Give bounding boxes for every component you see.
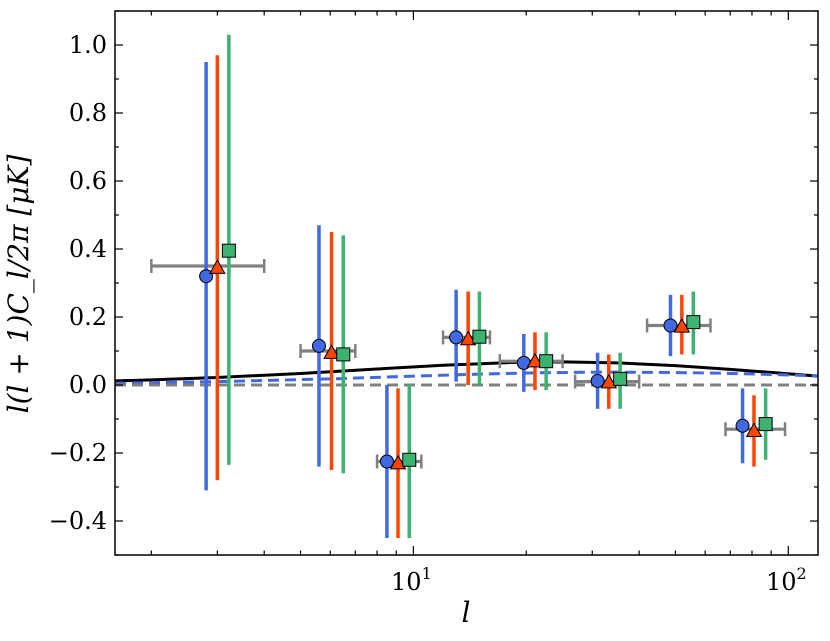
square-point-4	[472, 329, 487, 344]
model-curve-2	[114, 370, 819, 385]
triangle-point-8	[745, 422, 763, 438]
circle-point-5	[516, 355, 531, 370]
circle-point-1	[199, 269, 214, 284]
ytick-label-1: 0.8	[69, 99, 107, 127]
x-tick-labels: 101 102	[391, 564, 807, 596]
bin-width-bars	[150, 259, 787, 469]
square-point-8	[758, 417, 773, 432]
square-point-3	[402, 452, 417, 467]
triangle-point-5	[526, 352, 544, 368]
circle-point-3	[379, 454, 394, 469]
triangle-point-3	[389, 454, 407, 470]
plot-frame	[114, 10, 819, 556]
data-markers	[199, 243, 773, 470]
triangle-point-7	[673, 318, 691, 333]
xtick-label-0: 101	[391, 564, 432, 596]
y-tick-labels: 1.0 0.8 0.6 0.4 0.2 0.0 −0.2 −0.4	[49, 31, 107, 535]
square-point-7	[686, 315, 701, 330]
xtick-base: 10	[766, 568, 797, 596]
x-axis-label: l	[462, 596, 471, 629]
ytick-label-5: 0.0	[69, 371, 107, 399]
triangle-point-1	[208, 259, 226, 274]
ytick-label-4: 0.2	[69, 303, 107, 331]
ytick-label-2: 0.6	[69, 167, 107, 195]
circle-point-2	[311, 338, 326, 353]
y-axis-label: l(l + 1)C_l/2π [μK]	[2, 155, 35, 414]
ytick-label-7: −0.4	[49, 507, 107, 535]
axis-ticks	[115, 10, 818, 556]
error-bars	[204, 34, 768, 538]
circle-point-4	[449, 330, 464, 345]
ytick-label-6: −0.2	[49, 439, 107, 467]
square-point-5	[539, 354, 554, 369]
triangle-point-4	[459, 330, 477, 346]
circle-point-6	[590, 373, 605, 388]
xtick-base: 10	[391, 568, 422, 596]
ytick-label-3: 0.4	[69, 235, 107, 263]
circle-point-7	[663, 318, 678, 333]
triangle-point-6	[600, 373, 618, 389]
xtick-exponent: 2	[796, 564, 806, 583]
ytick-label-0: 1.0	[69, 31, 107, 59]
triangle-point-2	[323, 344, 340, 359]
xtick-label-1: 102	[766, 564, 807, 596]
circle-point-8	[735, 418, 750, 433]
square-point-2	[336, 347, 351, 362]
square-point-1	[221, 243, 236, 258]
square-point-6	[613, 371, 628, 386]
xtick-exponent: 1	[422, 564, 432, 583]
